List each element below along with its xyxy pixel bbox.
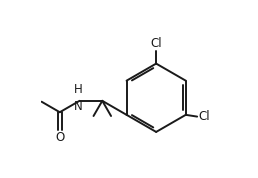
Text: O: O bbox=[55, 132, 64, 145]
Text: H: H bbox=[74, 83, 83, 96]
Text: Cl: Cl bbox=[198, 110, 210, 123]
Text: N: N bbox=[74, 100, 83, 114]
Text: Cl: Cl bbox=[150, 37, 162, 50]
